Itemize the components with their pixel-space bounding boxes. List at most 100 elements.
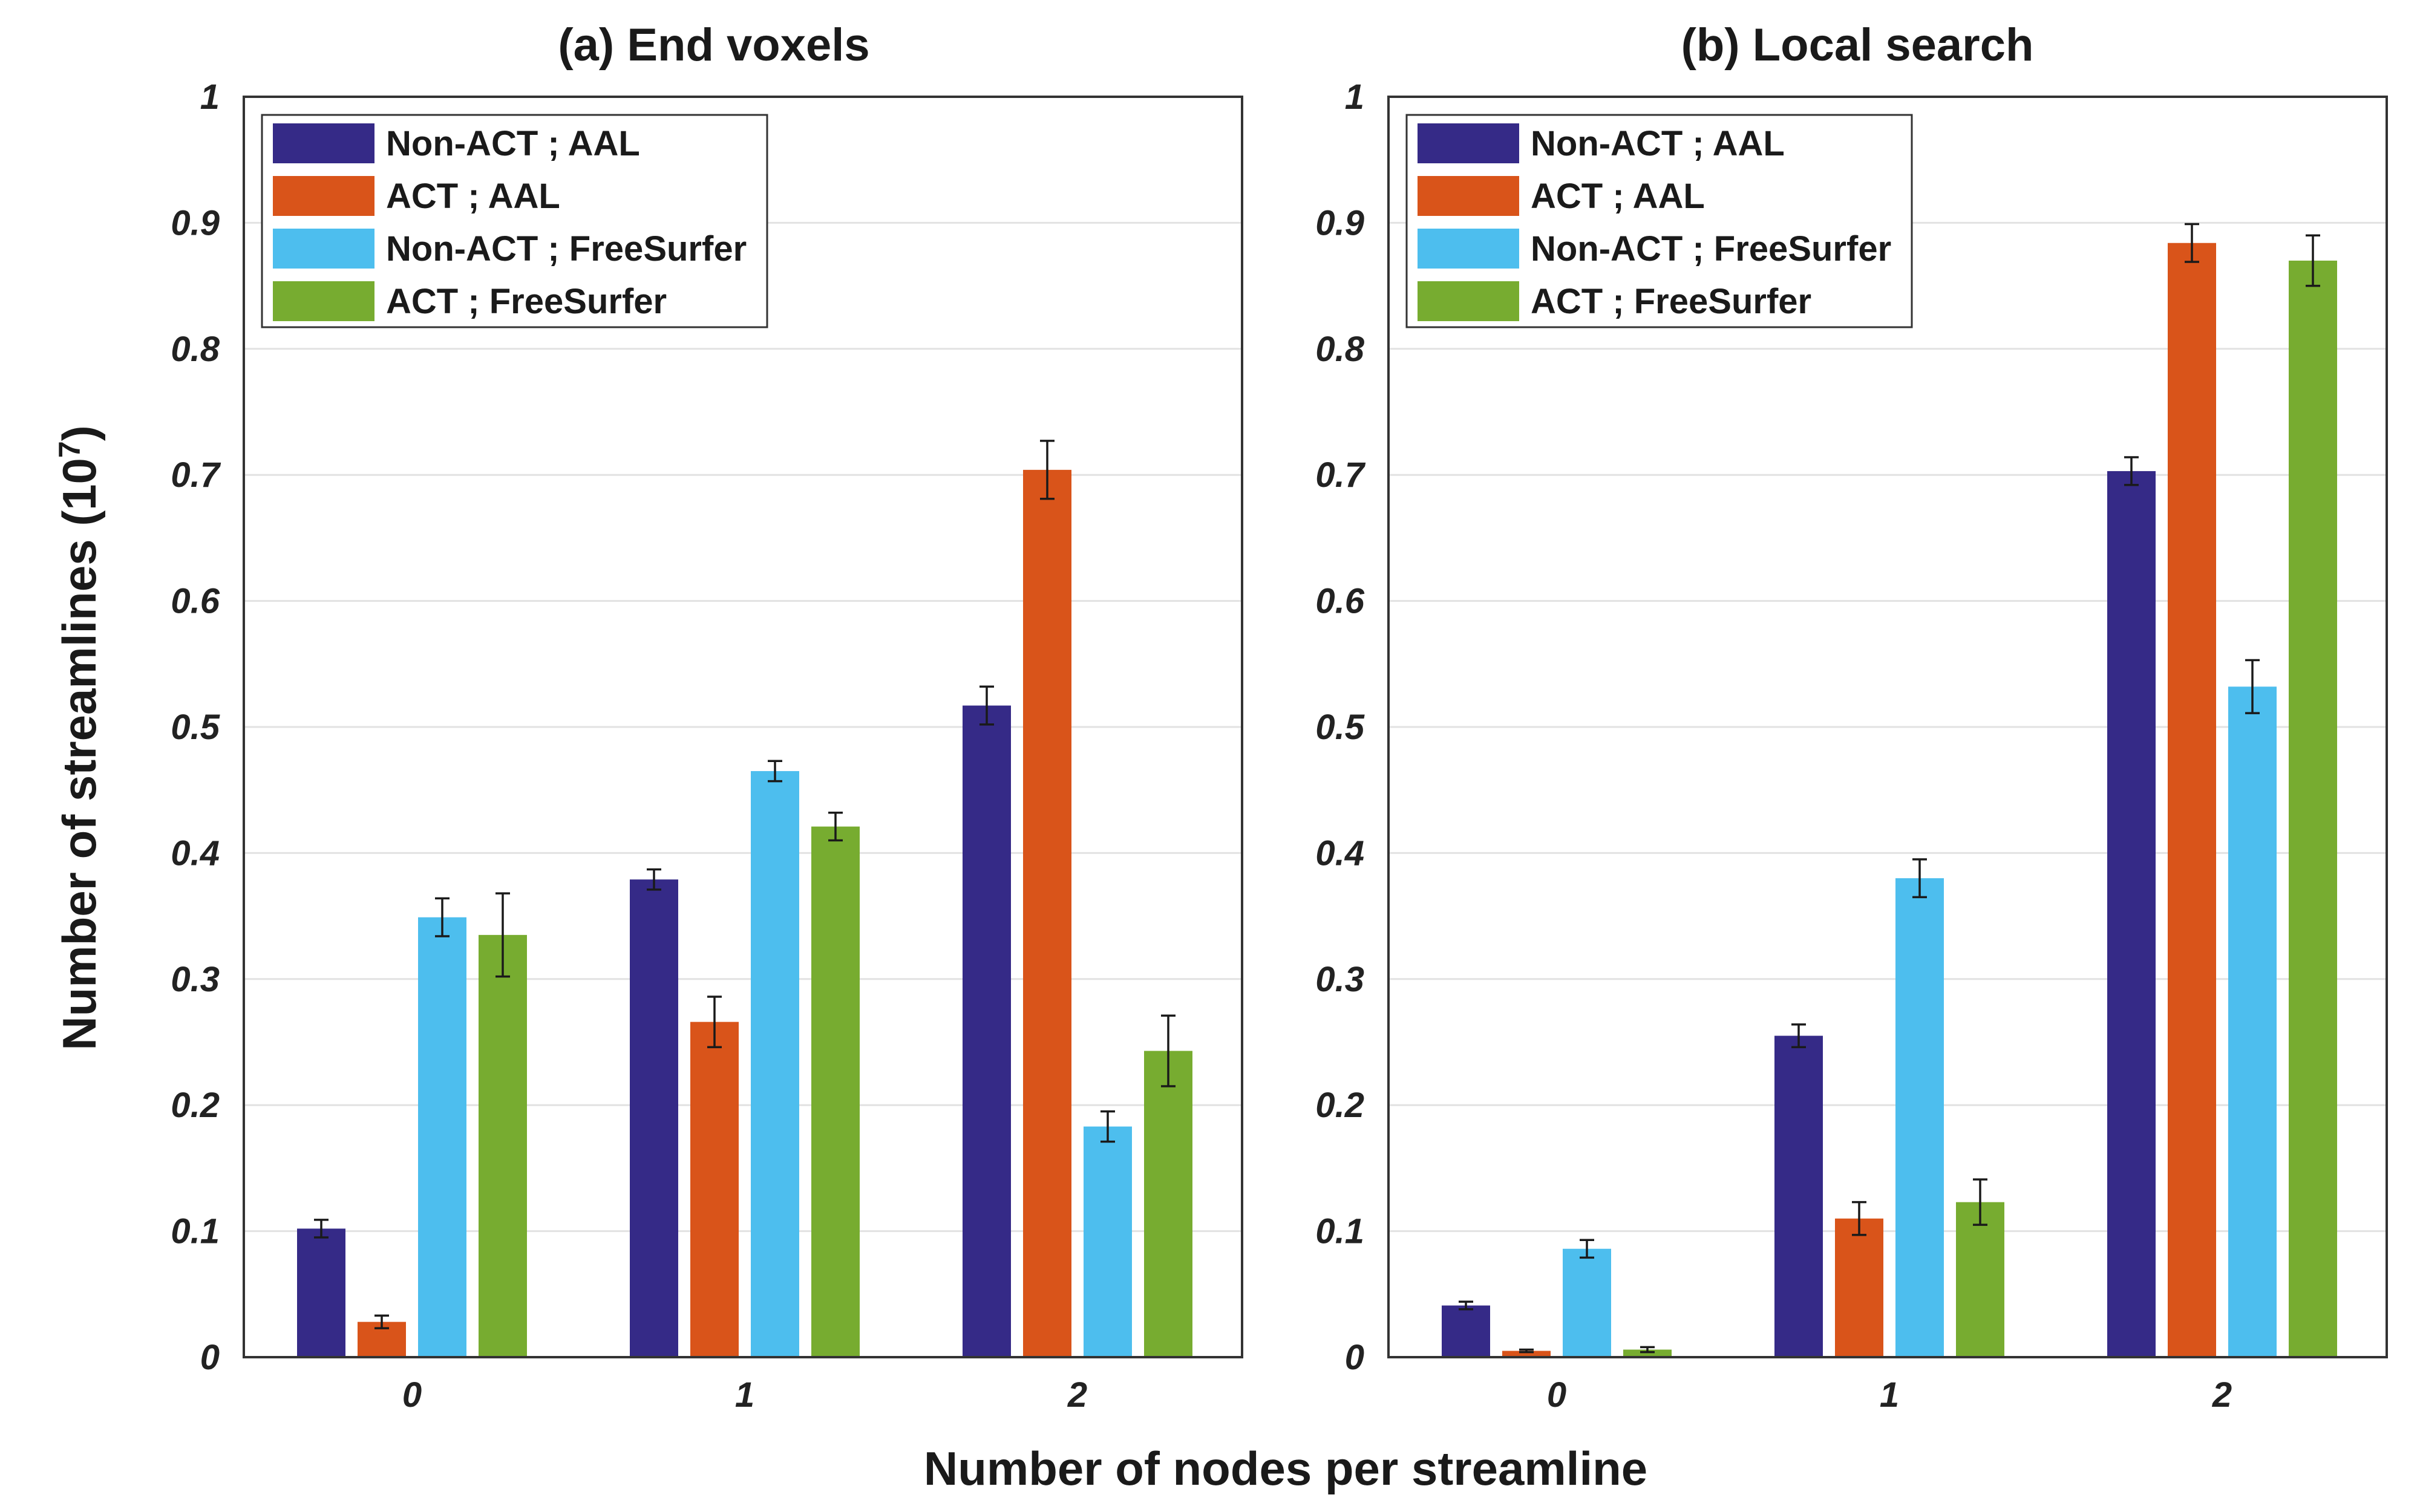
panel-b-xtick-label: 0 [1547,1375,1566,1415]
panel-b-errorbar-non-act-aal-0 [1459,1300,1473,1311]
panel-b-errorbar-act-freesurfer-0 [1640,1346,1655,1354]
panel-b-legend-label: ACT ; FreeSurfer [1531,282,1811,321]
panel-b-bar-act-aal-0 [1502,1351,1551,1357]
panel-b-bar-act-aal-2 [2168,243,2216,1357]
panel-a-bar-non-act-freesurfer-1 [751,771,799,1357]
panel-b-local-search: (b) Local search 0 0.1 0.2 0.3 0.4 0.5 0.6 0.7 0.… [1315,19,2388,1415]
panel-b-frame [1387,96,2388,1358]
panel-b-bar-non-act-freesurfer-1 [1895,878,1944,1357]
panel-a-ytick-label: 0.8 [171,330,220,369]
panel-a-errorbar-non-act-freesurfer-2 [1100,1110,1115,1143]
panel-b-errorbar-non-act-freesurfer-0 [1580,1239,1594,1259]
panel-a-legend-swatch-act-freesurfer [273,281,374,321]
panel-a-errorbar-non-act-aal-0 [314,1219,329,1239]
panel-a-ytick-label: 0.7 [171,455,221,495]
panel-a-ytick-label: 0.5 [171,708,220,747]
panel-b-legend-label: ACT ; AAL [1531,177,1705,216]
panel-b-errorbar-non-act-freesurfer-2 [2245,659,2260,714]
panel-b-legend-swatch-non-act-freesurfer [1418,229,1519,269]
panel-b-errorbar-act-aal-0 [1519,1348,1534,1354]
panel-b-errorbar-act-freesurfer-1 [1973,1178,1987,1226]
panel-a-bar-act-aal-2 [1023,469,1071,1357]
panel-b-title: (b) Local search [1681,19,2034,71]
panel-a-ytick-label: 0.6 [171,582,220,621]
panel-b-ytick-label: 0.1 [1315,1212,1364,1251]
panel-a-ytick-label: 1 [200,77,220,117]
panel-a-legend-label: Non-ACT ; FreeSurfer [386,229,747,269]
panel-a-bar-act-freesurfer-2 [1144,1051,1192,1357]
panel-b-legend-label: Non-ACT ; FreeSurfer [1531,229,1891,269]
panel-a-legend-swatch-non-act-aal [273,123,374,163]
panel-b-bar-act-freesurfer-2 [2289,260,2337,1357]
panel-a-errorbar-act-freesurfer-1 [828,811,843,842]
panel-a-legend: Non-ACT ; AAL ACT ; AAL Non-ACT ; FreeSurf… [261,114,768,328]
panel-b-errorbar-act-freesurfer-2 [2306,234,2320,287]
panel-a-errorbar-act-aal-1 [707,996,722,1049]
panel-a-ytick-label: 0.2 [171,1086,220,1125]
panel-a-frame [243,96,1243,1358]
panel-a-errorbar-act-freesurfer-2 [1161,1014,1176,1087]
panel-b-ytick-label: 0.8 [1315,330,1364,369]
panel-b-bar-act-freesurfer-1 [1956,1202,2004,1357]
panel-a-legend-label: ACT ; AAL [386,177,560,216]
panel-b-xtick-label: 2 [2212,1375,2232,1415]
panel-a-bar-act-aal-1 [690,1022,739,1357]
panel-a-errorbar-non-act-aal-1 [647,868,661,891]
panel-b-bar-act-aal-1 [1835,1218,1883,1357]
panel-b-bar-non-act-freesurfer-0 [1563,1248,1611,1357]
panel-a-ytick-label: 0.9 [171,203,220,243]
panel-b-legend: Non-ACT ; AAL ACT ; AAL Non-ACT ; FreeSurf… [1405,114,1913,328]
y-axis-label-main: Number of streamlines (10 [53,458,106,1051]
panel-a-bar-act-freesurfer-0 [479,934,527,1357]
panel-b-legend-swatch-non-act-aal [1418,123,1519,163]
panel-a-title: (a) End voxels [558,19,869,71]
y-axis-label-exponent: 7 [53,441,87,458]
panel-b-ytick-label: 0.4 [1315,833,1364,873]
panel-a-ytick-label: 0.3 [171,960,220,999]
panel-a-legend-swatch-non-act-freesurfer [273,229,374,269]
panel-a-errorbar-non-act-freesurfer-1 [768,760,782,783]
panel-a-bar-non-act-freesurfer-0 [418,917,466,1357]
panel-b-ytick-label: 0.5 [1315,708,1364,747]
panel-a-errorbar-act-aal-2 [1040,440,1055,500]
panel-a-errorbar-non-act-freesurfer-0 [435,897,450,937]
panel-a-bar-non-act-aal-0 [297,1228,345,1357]
panel-b-ytick-label: 0.3 [1315,960,1364,999]
panel-a-end-voxels: (a) End voxels 0 0.1 0.2 0.3 0.4 0.5 0.6 0.7 0.8 0… [171,19,1243,1415]
panel-b-ytick-label: 0.6 [1315,582,1364,621]
panel-b-ytick-label: 0.9 [1315,203,1364,243]
panel-a-bar-non-act-aal-2 [963,705,1011,1357]
panel-b-ytick-label: 0 [1345,1338,1364,1377]
panel-b-legend-swatch-act-freesurfer [1418,281,1519,321]
panel-a-ytick-label: 0 [200,1338,220,1377]
x-axis-label: Number of nodes per streamline [924,1442,1647,1495]
panel-a-legend-swatch-act-aal [273,176,374,216]
panel-a-errorbar-non-act-aal-2 [979,685,994,726]
panel-a-xtick-label: 1 [735,1375,754,1415]
panel-a-ytick-label: 0.1 [171,1212,220,1251]
panel-b-bar-act-freesurfer-0 [1623,1349,1672,1357]
y-axis-label-close: ) [53,425,106,441]
panel-b-bar-non-act-aal-1 [1774,1035,1823,1357]
panel-b-ytick-label: 1 [1345,77,1364,117]
panel-b-errorbar-non-act-aal-2 [2124,456,2139,486]
panel-a-errorbar-act-aal-0 [374,1314,389,1329]
panel-a-legend-label: Non-ACT ; AAL [386,124,640,163]
panel-a-xtick-label: 2 [1067,1375,1087,1415]
panel-a-errorbar-act-freesurfer-0 [495,892,510,978]
panel-b-legend-label: Non-ACT ; AAL [1531,124,1785,163]
panel-b-ytick-label: 0.7 [1315,455,1365,495]
panel-b-bar-non-act-aal-0 [1442,1305,1490,1357]
panel-a-bar-non-act-freesurfer-2 [1084,1126,1132,1357]
panel-b-errorbar-non-act-freesurfer-1 [1912,858,1927,899]
panel-a-bar-non-act-aal-1 [630,879,678,1357]
panel-b-legend-swatch-act-aal [1418,176,1519,216]
y-axis-label: Number of streamlines (107) [53,425,106,1050]
panel-a-bar-act-freesurfer-1 [811,826,860,1357]
panel-b-errorbar-act-aal-1 [1852,1201,1866,1236]
panel-a-xtick-label: 0 [402,1375,422,1415]
panel-b-bar-non-act-aal-2 [2107,471,2156,1357]
panel-b-errorbar-non-act-aal-1 [1791,1023,1806,1049]
panel-a-ytick-label: 0.4 [171,833,220,873]
